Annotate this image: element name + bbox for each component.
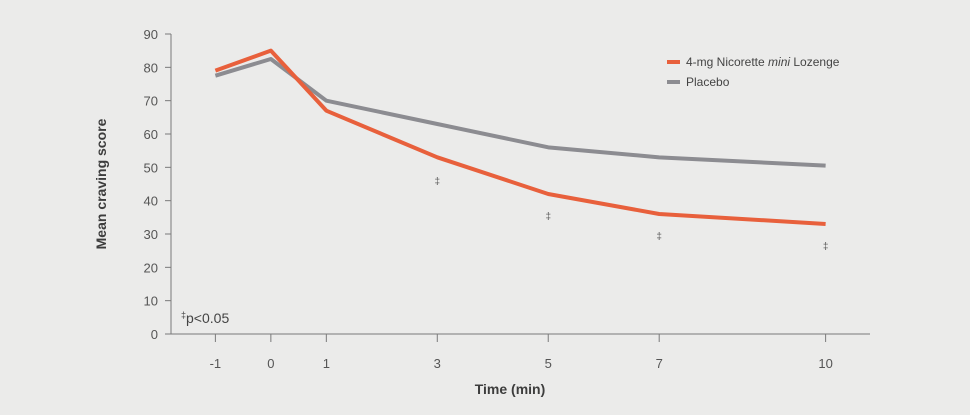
x-tick-label: 0 xyxy=(267,356,274,371)
footnote: ‡p<0.05 xyxy=(181,310,229,326)
series-line xyxy=(214,48,826,226)
y-tick-label: 50 xyxy=(144,160,158,175)
significance-marks: ‡ ‡ ‡ ‡ xyxy=(435,177,829,253)
y-tick-label: 10 xyxy=(144,294,158,309)
y-tick-label: 30 xyxy=(144,227,158,242)
significance-mark: ‡ xyxy=(823,242,829,253)
y-axis-title: Mean craving score xyxy=(93,118,109,249)
x-tick-label: -1 xyxy=(210,356,222,371)
series-lines xyxy=(214,48,826,226)
y-tick-label: 90 xyxy=(144,27,158,42)
axes: 0 10 20 30 40 50 60 70 80 90 -1 0 1 3 5 7 10 xyxy=(144,27,870,371)
series-line xyxy=(214,57,826,168)
y-tick-label: 0 xyxy=(151,327,158,342)
y-tick-label: 70 xyxy=(144,94,158,109)
x-tick-label: 7 xyxy=(656,356,663,371)
x-tick-label: 5 xyxy=(545,356,552,371)
legend-label: Placebo xyxy=(686,75,730,89)
legend: 4-mg Nicorette mini Lozenge Placebo xyxy=(667,55,840,89)
x-axis-title: Time (min) xyxy=(475,381,546,397)
significance-mark: ‡ xyxy=(656,232,662,243)
footnote-symbol: ‡ xyxy=(181,310,186,320)
y-tick-label: 80 xyxy=(144,60,158,75)
y-tick-label: 40 xyxy=(144,194,158,209)
x-tick-label: 1 xyxy=(323,356,330,371)
significance-mark: ‡ xyxy=(435,177,441,188)
y-tick-label: 20 xyxy=(144,260,158,275)
significance-mark: ‡ xyxy=(545,212,551,223)
x-tick-label: 3 xyxy=(434,356,441,371)
legend-label: 4-mg Nicorette mini Lozenge xyxy=(686,55,840,69)
y-tick-label: 60 xyxy=(144,127,158,142)
x-tick-label: 10 xyxy=(818,356,832,371)
footnote-text: p<0.05 xyxy=(186,310,229,326)
